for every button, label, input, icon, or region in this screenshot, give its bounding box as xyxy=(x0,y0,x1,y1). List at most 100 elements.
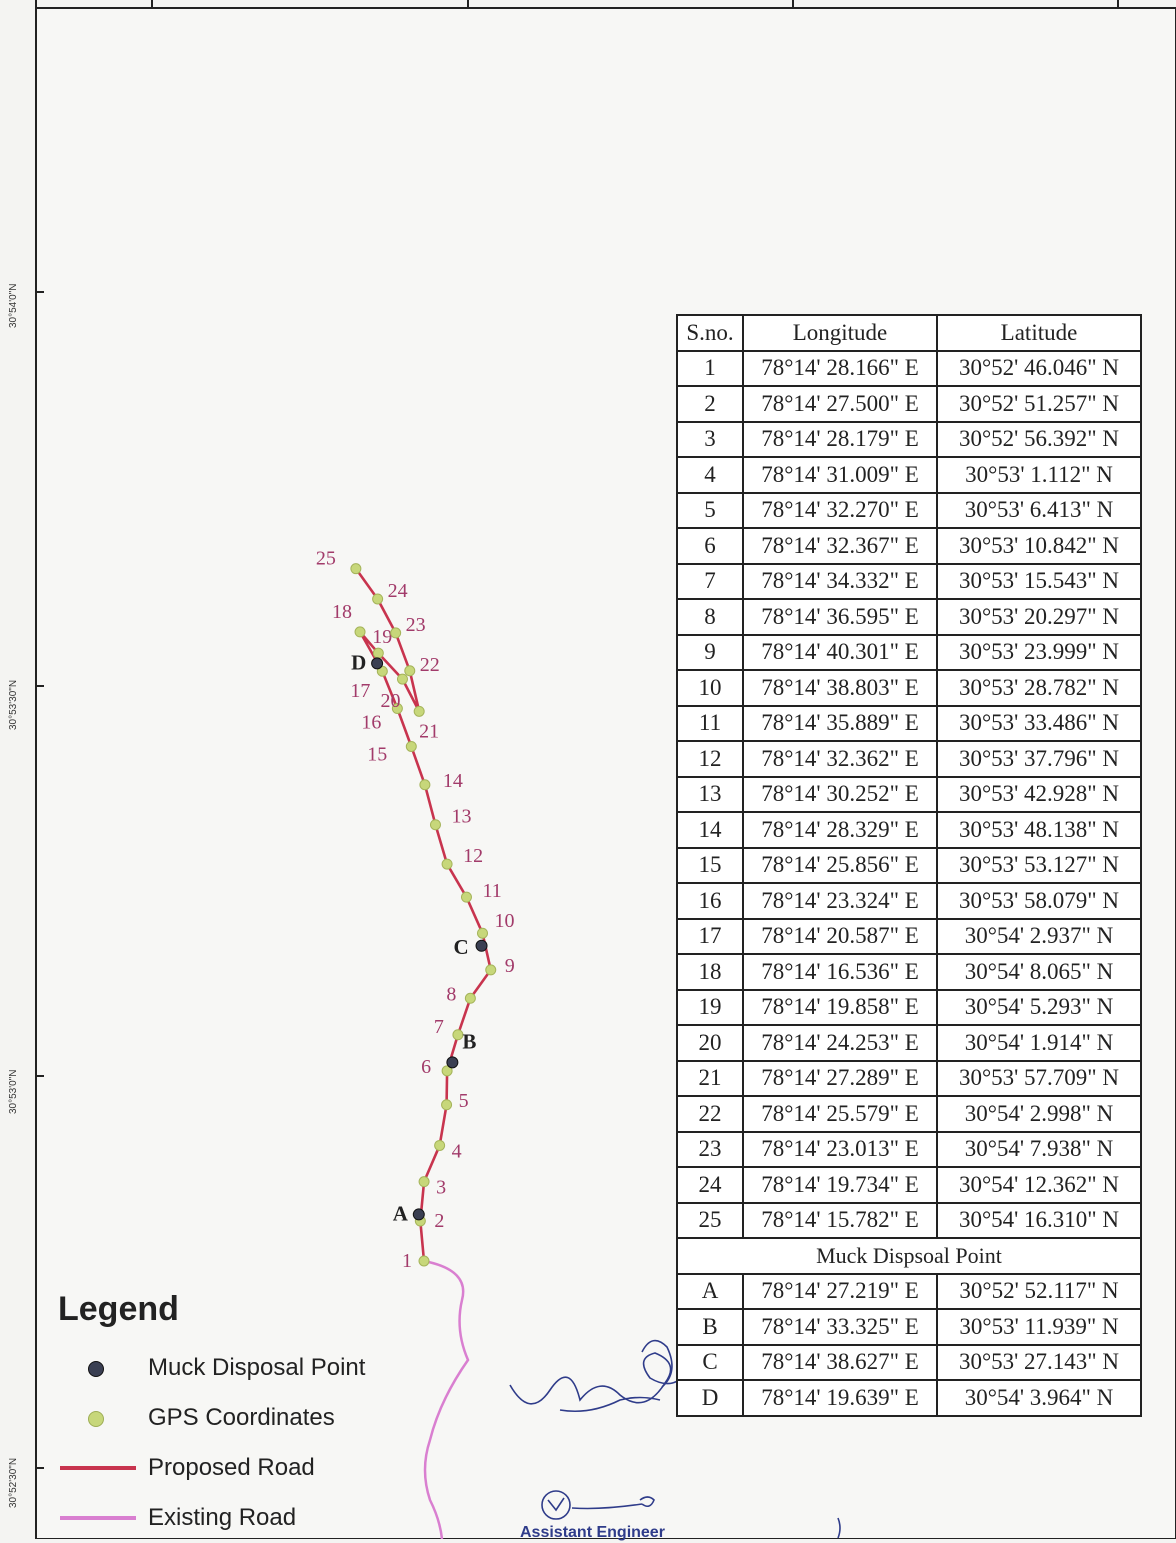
cell-latitude: 30°54' 2.937" N xyxy=(936,917,1142,955)
cell-longitude: 78°14' 38.803" E xyxy=(742,669,938,707)
gps-point-1 xyxy=(418,1255,430,1267)
gps-point-label-3: 3 xyxy=(436,1177,446,1199)
muck-point-label-A: A xyxy=(393,1201,409,1225)
cell-latitude: 30°53' 37.796" N xyxy=(936,740,1142,778)
cell-longitude: 78°14' 23.324" E xyxy=(742,882,938,920)
cell-longitude: 78°14' 38.627" E xyxy=(742,1343,938,1381)
lat-tick-label: 30°54'0"N xyxy=(8,283,19,329)
cell-latitude: 30°53' 6.413" N xyxy=(936,491,1142,529)
table-row: 25 78°14' 15.782" E 30°54' 16.310" N xyxy=(676,1201,1142,1239)
gps-point-label-8: 8 xyxy=(446,983,456,1005)
muck-table-row: B 78°14' 33.325" E 30°53' 11.939" N xyxy=(676,1308,1142,1346)
cell-latitude: 30°52' 51.257" N xyxy=(936,385,1142,423)
cell-longitude: 78°14' 27.500" E xyxy=(742,385,938,423)
gps-point-label-17: 17 xyxy=(350,680,370,702)
gps-point-11 xyxy=(460,891,472,903)
gps-point-label-18: 18 xyxy=(332,601,352,623)
cell-latitude: 30°53' 58.079" N xyxy=(936,882,1142,920)
cell-longitude: 78°14' 23.013" E xyxy=(742,1130,938,1168)
muck-section-header: Muck Dispsoal Point xyxy=(676,1237,1142,1275)
gps-point-label-12: 12 xyxy=(463,845,483,867)
gps-point-12 xyxy=(441,858,453,870)
gps-point-21 xyxy=(413,705,425,717)
gps-point-23 xyxy=(390,627,402,639)
cell-sno: 12 xyxy=(676,740,744,778)
gps-point-18 xyxy=(354,626,366,638)
muck-point-C xyxy=(475,939,488,952)
cell-sno: 18 xyxy=(676,953,744,991)
muck-table-row: A 78°14' 27.219" E 30°52' 52.117" N xyxy=(676,1272,1142,1310)
cell-sno: A xyxy=(676,1272,744,1310)
cell-longitude: 78°14' 40.301" E xyxy=(742,633,938,671)
muck-point-label-B: B xyxy=(462,1029,476,1053)
cell-sno: D xyxy=(676,1379,744,1417)
cell-sno: 16 xyxy=(676,882,744,920)
table-header-row: S.no. Longitude Latitude xyxy=(676,314,1142,352)
gps-point-16 xyxy=(391,703,403,715)
cell-longitude: 78°14' 32.270" E xyxy=(742,491,938,529)
table-row: 14 78°14' 28.329" E 30°53' 48.138" N xyxy=(676,811,1142,849)
gps-point-label-9: 9 xyxy=(505,955,515,977)
lat-tick-label: 30°53'30"N xyxy=(8,679,19,730)
muck-point-label-C: C xyxy=(454,935,469,959)
cell-longitude: 78°14' 30.252" E xyxy=(742,775,938,813)
cell-sno: 1 xyxy=(676,349,744,387)
gps-point-4 xyxy=(434,1139,446,1151)
signature-scribble xyxy=(509,1339,841,1539)
table-row: 4 78°14' 31.009" E 30°53' 1.112" N xyxy=(676,456,1142,494)
cell-latitude: 30°53' 57.709" N xyxy=(936,1059,1142,1097)
existing-road-line xyxy=(423,1259,470,1539)
gps-point-9 xyxy=(485,964,497,976)
table-row: 16 78°14' 23.324" E 30°53' 58.079" N xyxy=(676,882,1142,920)
legend-label: Proposed Road xyxy=(148,1454,315,1481)
table-row: 8 78°14' 36.595" E 30°53' 20.297" N xyxy=(676,598,1142,636)
gps-point-6 xyxy=(441,1065,453,1077)
gps-point-7 xyxy=(452,1029,464,1041)
muck-table-row: C 78°14' 38.627" E 30°53' 27.143" N xyxy=(676,1343,1142,1381)
existing-road-icon xyxy=(60,1516,136,1520)
cell-latitude: 30°53' 15.543" N xyxy=(936,562,1142,600)
muck-point-A xyxy=(412,1208,425,1221)
legend-item-gps: GPS Coordinates xyxy=(58,1393,365,1443)
cell-latitude: 30°53' 10.842" N xyxy=(936,527,1142,565)
cell-sno: 10 xyxy=(676,669,744,707)
table-row: 11 78°14' 35.889" E 30°53' 33.486" N xyxy=(676,704,1142,742)
gps-point-label-16: 16 xyxy=(361,712,381,734)
cell-sno: 7 xyxy=(676,562,744,600)
gps-point-label-20: 20 xyxy=(380,690,400,712)
gps-point-label-22: 22 xyxy=(420,654,440,676)
cell-sno: 13 xyxy=(676,775,744,813)
cell-latitude: 30°52' 56.392" N xyxy=(936,420,1142,458)
table-row: 10 78°14' 38.803" E 30°53' 28.782" N xyxy=(676,669,1142,707)
gps-point-3 xyxy=(418,1176,430,1188)
cell-latitude: 30°53' 23.999" N xyxy=(936,633,1142,671)
table-row: 2 78°14' 27.500" E 30°52' 51.257" N xyxy=(676,385,1142,423)
muck-point-D xyxy=(371,657,384,670)
gps-point-label-25: 25 xyxy=(316,548,336,570)
cell-longitude: 78°14' 34.332" E xyxy=(742,562,938,600)
cell-sno: 19 xyxy=(676,988,744,1026)
cell-sno: B xyxy=(676,1308,744,1346)
gps-point-19 xyxy=(372,647,384,659)
cell-latitude: 30°54' 5.293" N xyxy=(936,988,1142,1026)
gps-point-label-23: 23 xyxy=(406,614,426,636)
gps-point-label-10: 10 xyxy=(495,910,515,932)
muck-point-B xyxy=(446,1056,459,1069)
cell-longitude: 78°14' 20.587" E xyxy=(742,917,938,955)
cell-longitude: 78°14' 19.858" E xyxy=(742,988,938,1026)
cell-latitude: 30°54' 1.914" N xyxy=(936,1024,1142,1062)
cell-latitude: 30°54' 12.362" N xyxy=(936,1166,1142,1204)
cell-longitude: 78°14' 31.009" E xyxy=(742,456,938,494)
cell-sno: C xyxy=(676,1343,744,1381)
cell-latitude: 30°53' 48.138" N xyxy=(936,811,1142,849)
table-row: 17 78°14' 20.587" E 30°54' 2.937" N xyxy=(676,917,1142,955)
proposed-road-icon xyxy=(60,1466,136,1470)
cell-sno: 24 xyxy=(676,1166,744,1204)
cell-sno: 2 xyxy=(676,385,744,423)
table-row: 24 78°14' 19.734" E 30°54' 12.362" N xyxy=(676,1166,1142,1204)
cell-longitude: 78°14' 16.536" E xyxy=(742,953,938,991)
muck-point-label-D: D xyxy=(351,650,366,674)
cell-sno: 25 xyxy=(676,1201,744,1239)
cell-sno: 20 xyxy=(676,1024,744,1062)
gps-point-13 xyxy=(429,819,441,831)
